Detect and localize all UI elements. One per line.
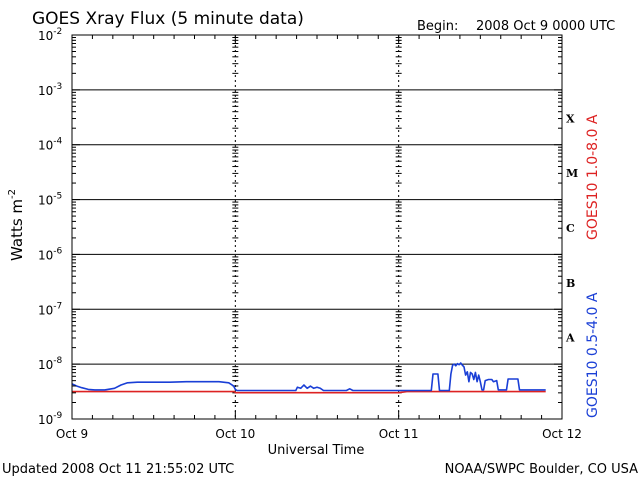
plot-frame xyxy=(71,34,563,420)
begin-value: 2008 Oct 9 0000 UTC xyxy=(476,19,615,34)
y-tick-exponent: -4 xyxy=(53,137,62,147)
y-tick-label: 10-6 xyxy=(38,246,63,262)
y-tick-exponent: -5 xyxy=(53,192,62,202)
y-tick-base: 10 xyxy=(38,29,53,43)
y-tick-exponent: -9 xyxy=(53,411,62,421)
y-tick-base: 10 xyxy=(38,358,53,372)
grid-layer xyxy=(72,35,562,419)
x-tick-label: Oct 11 xyxy=(379,427,419,441)
y-tick-base: 10 xyxy=(38,248,53,262)
flare-class-label: B xyxy=(566,277,575,290)
series-line-short xyxy=(71,362,546,392)
series-layer xyxy=(71,362,546,394)
x-tick-label: Oct 10 xyxy=(215,427,255,441)
legend-series-long: GOES10 1.0-8.0 A xyxy=(585,114,601,240)
y-tick-exponent: -3 xyxy=(53,82,62,92)
y-tick-base: 10 xyxy=(38,194,53,208)
begin-label: Begin: xyxy=(417,19,458,34)
y-tick-exponent: -8 xyxy=(53,356,62,366)
y-tick-base: 10 xyxy=(38,84,53,98)
y-tick-label: 10-3 xyxy=(38,82,62,98)
x-tick-label: Oct 9 xyxy=(56,427,88,441)
y-tick-label: 10-8 xyxy=(38,356,63,372)
series-line-long xyxy=(72,390,546,394)
legend-series-short: GOES10 0.5-4.0 A xyxy=(585,292,601,418)
y-tick-exponent: -2 xyxy=(53,27,62,37)
y-axis-label: Watts m-2 xyxy=(7,189,26,261)
y-tick-label: 10-4 xyxy=(38,137,63,153)
y-tick-exponent: -7 xyxy=(53,301,62,311)
y-tick-base: 10 xyxy=(38,303,53,317)
chart-title: GOES Xray Flux (5 minute data) xyxy=(32,9,304,29)
flare-class-label: C xyxy=(566,222,575,235)
x-tick-label: Oct 12 xyxy=(542,427,582,441)
y-tick-label: 10-7 xyxy=(38,301,62,317)
updated-timestamp: Updated 2008 Oct 11 21:55:02 UTC xyxy=(2,462,234,477)
y-tick-exponent: -6 xyxy=(53,246,62,256)
y-tick-label: 10-2 xyxy=(38,27,62,43)
x-axis-label: Universal Time xyxy=(268,443,365,458)
flare-class-label: M xyxy=(566,167,578,180)
flare-class-label: X xyxy=(566,112,575,125)
y-axis-label-sup: -2 xyxy=(7,189,18,199)
flare-class-label: A xyxy=(565,332,575,345)
y-tick-base: 10 xyxy=(38,413,53,427)
y-tick-label: 10-9 xyxy=(38,411,63,427)
y-tick-label: 10-5 xyxy=(38,192,62,208)
y-axis-label-text: Watts m xyxy=(8,199,26,261)
credit-text: NOAA/SWPC Boulder, CO USA xyxy=(445,462,638,477)
y-tick-base: 10 xyxy=(38,139,53,153)
